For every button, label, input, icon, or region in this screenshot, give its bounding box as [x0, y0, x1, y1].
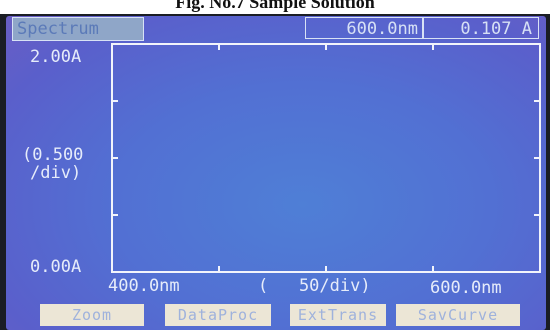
- button[interactable]: SavCurve: [396, 304, 520, 326]
- button[interactable]: Zoom: [40, 304, 144, 326]
- y-max-label: 2.00A: [30, 48, 81, 66]
- instrument-screenshot: Fig. No.7 Sample Solution Spectrum 600.0…: [0, 0, 550, 330]
- y-min-label: 0.00A: [30, 258, 81, 276]
- x-scale-label: ( 50/div): [258, 277, 371, 295]
- x-max-label: 600.0nm: [430, 279, 502, 297]
- y-scale-label: /div): [30, 164, 81, 182]
- x-min-label: 400.0nm: [108, 277, 180, 295]
- y-scale-label: (0.500: [22, 146, 83, 164]
- button[interactable]: DataProc: [165, 304, 271, 326]
- button[interactable]: ExtTrans: [290, 304, 386, 326]
